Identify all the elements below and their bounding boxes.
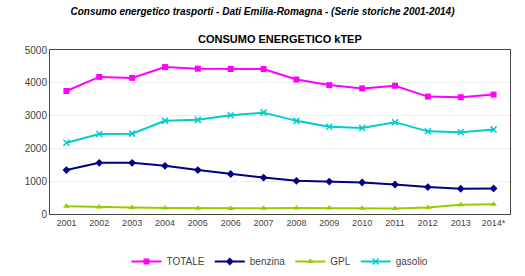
svg-text:2010: 2010 <box>352 218 372 228</box>
svg-text:2002: 2002 <box>89 218 109 228</box>
svg-text:2007: 2007 <box>254 218 274 228</box>
svg-text:2004: 2004 <box>155 218 175 228</box>
svg-text:1000: 1000 <box>25 176 48 187</box>
svg-text:CONSUMO ENERGETICO kTEP: CONSUMO ENERGETICO kTEP <box>198 33 362 45</box>
svg-text:2013: 2013 <box>451 218 471 228</box>
svg-text:gasolio: gasolio <box>396 256 428 267</box>
svg-text:2001: 2001 <box>56 218 76 228</box>
svg-text:benzina: benzina <box>250 256 285 267</box>
svg-text:2003: 2003 <box>122 218 142 228</box>
svg-text:3000: 3000 <box>25 110 48 121</box>
svg-text:0: 0 <box>41 209 47 220</box>
svg-text:2009: 2009 <box>319 218 339 228</box>
svg-text:GPL: GPL <box>330 256 350 267</box>
svg-text:2012: 2012 <box>418 218 438 228</box>
svg-text:4000: 4000 <box>25 77 48 88</box>
svg-text:2006: 2006 <box>221 218 241 228</box>
svg-text:TOTALE: TOTALE <box>167 256 205 267</box>
svg-text:5000: 5000 <box>25 45 48 56</box>
svg-text:2014*: 2014* <box>482 218 506 228</box>
svg-text:2000: 2000 <box>25 143 48 154</box>
svg-text:Consumo energetico trasporti -: Consumo energetico trasporti - Dati Emil… <box>71 6 456 17</box>
svg-text:2011: 2011 <box>385 218 404 228</box>
svg-text:2008: 2008 <box>286 218 306 228</box>
svg-text:2005: 2005 <box>188 218 208 228</box>
